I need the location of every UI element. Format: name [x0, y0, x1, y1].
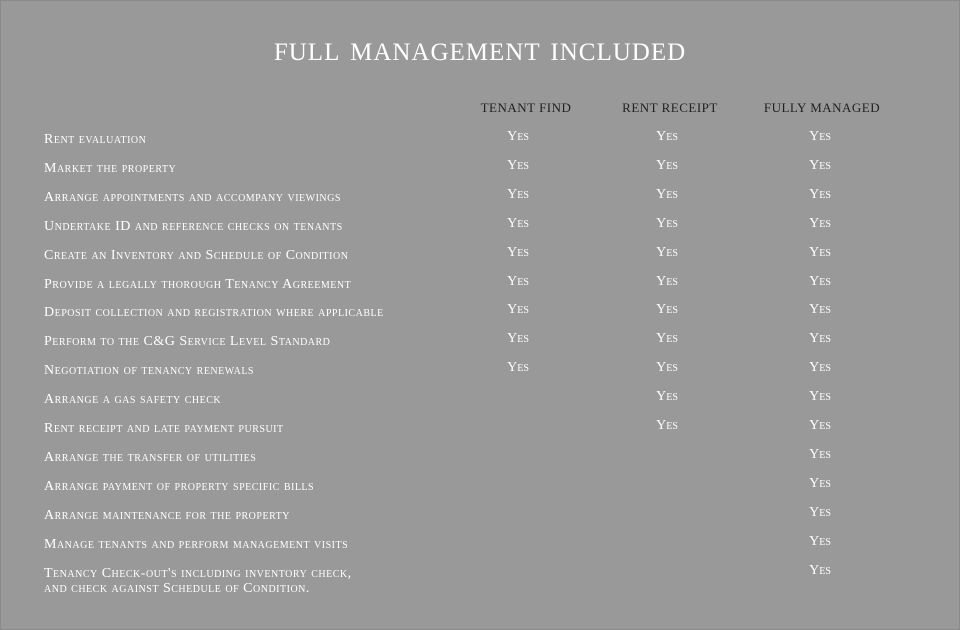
feature-label: Arrange the transfer of utilities: [44, 450, 256, 465]
table-row: Arrange the transfer of utilities Yes: [44, 446, 944, 479]
table-row: Arrange payment of property specific bil…: [44, 475, 944, 508]
cell-fully-managed: Yes: [809, 129, 831, 144]
cell-tenant-find: Yes: [507, 302, 529, 318]
cell-tenant-find: Yes: [507, 331, 529, 347]
cell-rent-receipt: Yes: [656, 418, 678, 433]
cell-fully-managed: Yes: [809, 389, 831, 405]
cell-rent-receipt: Yes: [656, 244, 678, 260]
cell-fully-managed: Yes: [809, 186, 831, 202]
feature-label-line: Deposit collection and registration wher…: [44, 305, 384, 321]
feature-label: Rent evaluation: [44, 132, 146, 147]
cell-fully-managed: Yes: [809, 475, 831, 491]
feature-label-line: Arrange a gas safety check: [44, 392, 222, 408]
feature-label-line: Arrange appointments and accompany viewi…: [44, 189, 341, 205]
cell-tenant-find: Yes: [507, 186, 529, 202]
feature-label: Rent receipt and late payment pursuit: [44, 421, 284, 436]
feature-label: Manage tenants and perform management vi…: [44, 537, 348, 552]
cell-fully-managed: Yes: [809, 273, 831, 289]
cell-rent-receipt: Yes: [656, 360, 678, 376]
feature-label: Create an Inventory and Schedule of Cond…: [44, 248, 348, 263]
feature-label-line: Create an Inventory and Schedule of Cond…: [44, 247, 349, 263]
cell-rent-receipt: Yes: [656, 302, 678, 318]
column-header-fully-managed: Fully Managed: [763, 100, 881, 115]
feature-label-line: Rent evaluation: [44, 132, 147, 147]
feature-label-line: Perform to the C&G Service Level Standar…: [44, 334, 331, 350]
table-row: Deposit collection and registration wher…: [44, 302, 944, 334]
cell-tenant-find: Yes: [507, 273, 529, 289]
table-row: Perform to the C&G Service Level Standar…: [44, 331, 944, 363]
column-header-rent-receipt: Rent Receipt: [622, 100, 718, 115]
cell-rent-receipt: Yes: [656, 215, 678, 231]
cell-rent-receipt: Yes: [656, 273, 678, 289]
feature-label: Arrange payment of property specific bil…: [44, 479, 314, 494]
cell-fully-managed: Yes: [809, 418, 831, 433]
feature-label: Arrange a gas safety check: [44, 392, 221, 407]
cell-rent-receipt: Yes: [656, 331, 678, 347]
feature-label: Tenancy Check-out's including inventory …: [44, 566, 352, 596]
feature-label: Arrange appointments and accompany viewi…: [44, 190, 341, 205]
table-row: Rent receipt and late payment pursuit Yes…: [44, 418, 944, 450]
feature-label-line: Provide a legally thorough Tenancy Agree…: [44, 276, 352, 292]
feature-label-line: Arrange maintenance for the property: [44, 507, 290, 523]
feature-label: Deposit collection and registration wher…: [44, 305, 384, 320]
cell-fully-managed: Yes: [809, 157, 831, 173]
table-row: Rent evaluation Yes Yes Yes: [44, 129, 944, 161]
cell-fully-managed: Yes: [809, 244, 831, 260]
feature-label: Perform to the C&G Service Level Standar…: [44, 334, 330, 349]
table-row: Arrange a gas safety check Yes Yes: [44, 389, 944, 421]
cell-rent-receipt: Yes: [656, 157, 678, 173]
cell-fully-managed: Yes: [809, 533, 831, 549]
feature-label: Undertake ID and reference checks on ten…: [44, 219, 343, 234]
cell-tenant-find: Yes: [507, 129, 529, 144]
table-row: Negotiation of tenancy renewals Yes Yes Yes: [44, 360, 944, 392]
table-row: Tenancy Check-out's including inventory …: [44, 562, 944, 596]
table-row: Arrange appointments and accompany viewi…: [44, 186, 944, 219]
page-title: Full Management Included: [273, 29, 687, 68]
feature-label-line: Negotiation of tenancy renewals: [44, 363, 254, 379]
feature-label-line: Rent receipt and late payment pursuit: [44, 421, 284, 436]
cell-fully-managed: Yes: [809, 331, 831, 347]
cell-fully-managed: Yes: [809, 360, 831, 376]
cell-fully-managed: Yes: [809, 504, 831, 520]
column-header-tenant-find: Tenant Find: [480, 100, 572, 115]
cell-fully-managed: Yes: [809, 215, 831, 231]
feature-label: Negotiation of tenancy renewals: [44, 363, 254, 378]
feature-label: Market the property: [44, 161, 176, 176]
feature-label: Arrange maintenance for the property: [44, 508, 290, 523]
table-row: Market the property Yes Yes Yes: [44, 157, 944, 190]
feature-label-line: Manage tenants and perform management vi…: [44, 536, 349, 552]
cell-tenant-find: Yes: [507, 157, 529, 173]
cell-fully-managed: Yes: [809, 446, 831, 462]
feature-label-line: Arrange the transfer of utilities: [44, 449, 257, 465]
cell-tenant-find: Yes: [507, 360, 529, 376]
feature-label: Provide a legally thorough Tenancy Agree…: [44, 277, 351, 292]
feature-label-line: and check against Schedule of Condition.: [44, 580, 310, 596]
cell-tenant-find: Yes: [507, 215, 529, 231]
table-row: Create an Inventory and Schedule of Cond…: [44, 244, 944, 277]
table-row: Arrange maintenance for the property Yes: [44, 504, 944, 537]
table-row: Manage tenants and perform management vi…: [44, 533, 944, 566]
table-row: Undertake ID and reference checks on ten…: [44, 215, 944, 248]
feature-label-line: Arrange payment of property specific bil…: [44, 478, 315, 494]
table-row: Provide a legally thorough Tenancy Agree…: [44, 273, 944, 306]
cell-fully-managed: Yes: [809, 302, 831, 318]
feature-label-line: Tenancy Check-out's including inventory …: [44, 565, 352, 581]
cell-rent-receipt: Yes: [656, 129, 678, 144]
feature-label-line: Market the property: [44, 160, 177, 176]
feature-label-line: Undertake ID and reference checks on ten…: [44, 218, 343, 234]
cell-fully-managed: Yes: [809, 562, 831, 578]
cell-rent-receipt: Yes: [656, 389, 678, 405]
cell-tenant-find: Yes: [507, 244, 529, 260]
cell-rent-receipt: Yes: [656, 186, 678, 202]
